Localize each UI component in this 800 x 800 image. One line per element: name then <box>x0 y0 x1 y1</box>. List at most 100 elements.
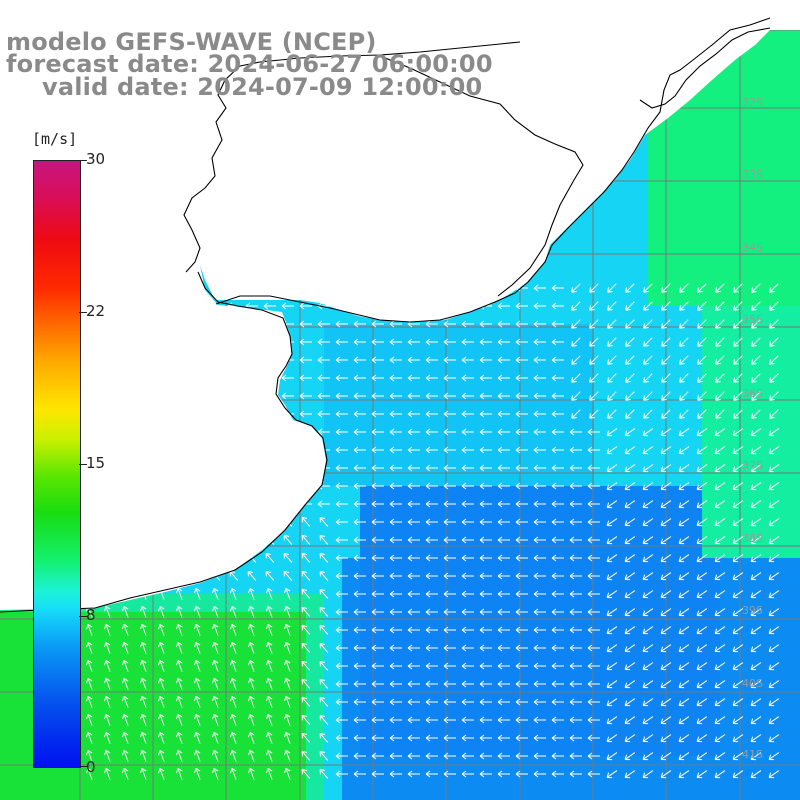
wind-speed-cell <box>630 162 648 180</box>
wind-speed-cell <box>630 324 648 342</box>
wind-speed-cell <box>738 54 756 72</box>
wind-speed-cell <box>720 630 738 648</box>
wind-speed-cell <box>702 162 720 180</box>
wind-speed-cell <box>324 702 342 720</box>
wind-arrow <box>715 283 725 293</box>
wind-arrow <box>715 301 725 311</box>
wind-speed-cell <box>270 576 288 594</box>
wind-speed-cell <box>774 450 792 468</box>
wind-arrow <box>769 301 779 311</box>
wind-speed-cell <box>576 504 594 522</box>
wind-speed-cell <box>648 774 666 792</box>
wind-speed-cell <box>216 594 234 612</box>
wind-speed-cell <box>522 306 540 324</box>
wind-speed-cell <box>684 234 702 252</box>
wind-speed-cell <box>576 432 594 450</box>
wind-speed-cell <box>594 432 612 450</box>
wind-speed-cell <box>702 306 720 324</box>
wind-speed-cell <box>576 702 594 720</box>
wind-arrow <box>551 284 564 292</box>
wind-speed-cell <box>666 234 684 252</box>
wind-speed-cell <box>792 612 800 630</box>
wind-speed-cell <box>738 342 756 360</box>
wind-speed-cell <box>648 504 666 522</box>
wind-speed-cell <box>486 612 504 630</box>
wind-speed-cell <box>738 360 756 378</box>
wind-speed-cell <box>648 288 666 306</box>
wind-speed-cell <box>702 342 720 360</box>
wind-speed-cell <box>684 126 702 144</box>
wind-speed-cell <box>522 378 540 396</box>
wind-speed-cell <box>396 432 414 450</box>
wind-speed-cell <box>576 738 594 756</box>
wind-speed-cell <box>630 198 648 216</box>
wind-speed-cell <box>630 666 648 684</box>
wind-speed-cell <box>486 342 504 360</box>
wind-arrow <box>551 320 564 328</box>
wind-speed-cell <box>612 180 630 198</box>
wind-speed-cell <box>648 522 666 540</box>
wind-speed-cell <box>522 324 540 342</box>
lat-label: 32S <box>742 96 763 109</box>
wind-speed-cell <box>792 306 800 324</box>
wind-speed-cell <box>648 612 666 630</box>
wind-speed-cell <box>756 432 774 450</box>
wind-speed-cell <box>648 486 666 504</box>
wind-speed-cell <box>720 180 738 198</box>
wind-arrow <box>697 283 707 293</box>
wind-speed-cell <box>576 216 594 234</box>
wind-speed-cell <box>324 486 342 504</box>
wind-speed-cell <box>342 324 360 342</box>
wind-speed-cell <box>558 702 576 720</box>
wind-speed-cell <box>702 504 720 522</box>
wind-speed-cell <box>18 684 36 702</box>
wind-speed-cell <box>792 432 800 450</box>
wind-arrow <box>479 320 492 328</box>
wind-speed-cell <box>234 720 252 738</box>
wind-arrow <box>389 320 402 328</box>
wind-speed-cell <box>684 414 702 432</box>
wind-speed-cell <box>324 360 342 378</box>
wind-speed-cell <box>450 702 468 720</box>
wind-speed-cell <box>774 162 792 180</box>
wind-speed-cell <box>612 234 630 252</box>
wind-speed-cell <box>378 432 396 450</box>
wind-speed-cell <box>756 576 774 594</box>
wind-speed-cell <box>792 450 800 468</box>
wind-speed-cell <box>468 576 486 594</box>
wind-speed-cell <box>306 612 324 630</box>
wind-speed-cell <box>342 630 360 648</box>
wind-speed-cell <box>558 288 576 306</box>
wind-speed-cell <box>306 630 324 648</box>
wind-speed-cell <box>666 378 684 396</box>
wind-arrow <box>533 320 546 328</box>
wind-speed-cell <box>468 504 486 522</box>
wind-speed-cell <box>774 558 792 576</box>
wind-speed-cell <box>756 72 774 90</box>
wind-speed-cell <box>324 774 342 792</box>
wind-speed-cell <box>198 612 216 630</box>
wind-speed-cell <box>486 414 504 432</box>
wind-speed-cell <box>324 612 342 630</box>
wind-speed-cell <box>576 486 594 504</box>
wind-speed-cell <box>702 702 720 720</box>
wind-speed-cell <box>792 540 800 558</box>
wind-speed-cell <box>738 738 756 756</box>
wind-speed-cell <box>414 666 432 684</box>
wind-speed-cell <box>234 774 252 792</box>
wind-speed-cell <box>630 630 648 648</box>
wind-speed-cell <box>666 774 684 792</box>
wind-arrow <box>661 319 671 329</box>
wind-speed-cell <box>450 594 468 612</box>
wind-speed-cell <box>558 738 576 756</box>
wind-speed-cell <box>576 522 594 540</box>
wind-speed-cell <box>288 378 306 396</box>
wind-speed-cell <box>792 54 800 72</box>
wind-speed-cell <box>414 792 432 800</box>
wind-speed-cell <box>594 594 612 612</box>
wind-speed-cell <box>720 360 738 378</box>
wind-speed-cell <box>558 774 576 792</box>
wind-speed-cell <box>630 486 648 504</box>
wind-speed-cell <box>594 738 612 756</box>
wind-speed-cell <box>342 486 360 504</box>
